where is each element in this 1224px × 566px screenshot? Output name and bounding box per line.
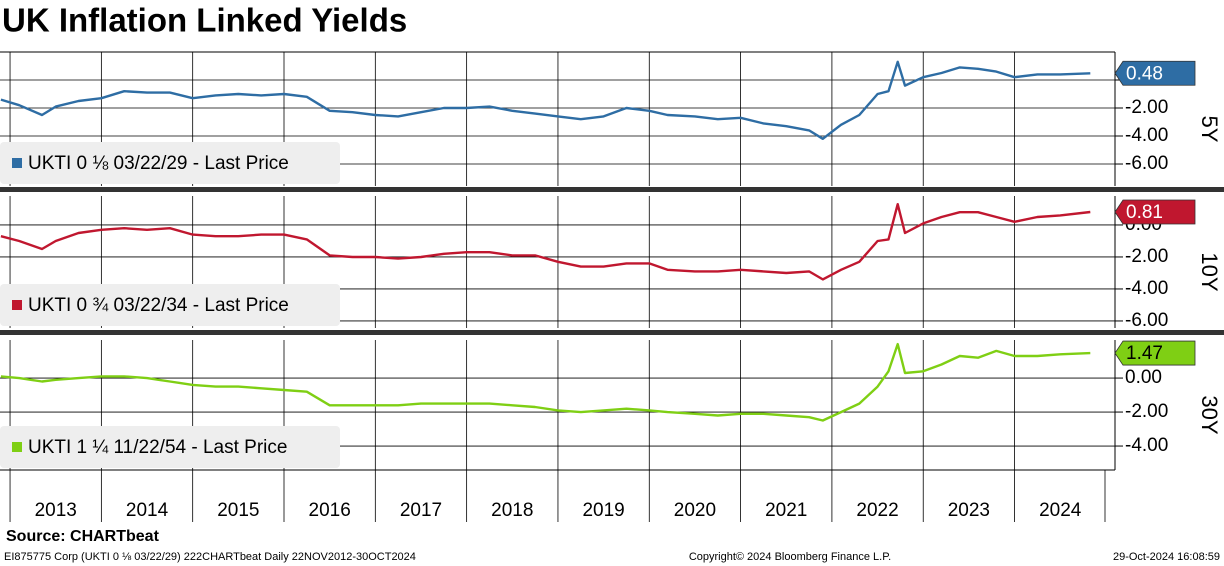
series-line [0,60,1091,140]
y-tick-label: -6.00 [1125,153,1168,174]
x-tick-label: 2014 [126,500,169,521]
y-tick-label: -4.00 [1125,125,1168,146]
x-tick-label: 2024 [1039,500,1082,521]
series-line [0,203,1091,281]
x-tick-label: 2015 [217,500,259,521]
legend-swatch [12,300,22,310]
panel-label: 10Y [1197,252,1222,291]
chart-title: UK Inflation Linked Yields [2,2,407,39]
footer-right: 29-Oct-2024 16:08:59 [1113,551,1220,563]
x-tick-label: 2013 [35,500,77,521]
x-tick-label: 2018 [491,500,533,521]
panel-separator [0,330,1224,335]
legend-swatch [12,442,22,452]
footer-center: Copyright© 2024 Bloomberg Finance L.P. [689,551,891,563]
legend-label: UKTI 0 ⅛ 03/22/29 - Last Price [28,153,289,174]
footer-left: EI875775 Corp (UKTI 0 ⅛ 03/22/29) 222CHA… [4,551,416,563]
x-tick-label: 2017 [400,500,442,521]
x-tick-label: 2021 [765,500,807,521]
y-tick-label: -2.00 [1125,97,1168,118]
x-tick-label: 2019 [582,500,624,521]
y-tick-label: -2.00 [1125,401,1168,422]
y-tick-label: -2.00 [1125,246,1168,267]
y-tick-label: -4.00 [1125,278,1168,299]
y-tick-label: 0.00 [1125,367,1162,388]
y-tick-label: -6.00 [1125,310,1168,331]
legend-box [0,426,340,468]
panel-label: 5Y [1197,116,1222,143]
source: Source: CHARTbeat [6,528,160,545]
panel-label: 30Y [1197,395,1222,434]
legend-box [0,284,340,326]
y-tick-label: -4.00 [1125,435,1168,456]
legend-label: UKTI 1 ¼ 11/22/54 - Last Price [28,437,287,458]
last-value-box [1114,340,1196,366]
legend-box [0,142,340,184]
x-tick-label: 2023 [948,500,990,521]
x-tick-label: 2022 [856,500,898,521]
x-tick-label: 2016 [309,500,351,521]
last-value-label: 0.48 [1126,63,1163,84]
x-tick-label: 2020 [674,500,716,521]
legend-label: UKTI 0 ¾ 03/22/34 - Last Price [28,295,289,316]
last-value-box [1114,60,1196,86]
legend-swatch [12,158,22,168]
panel-separator [0,187,1224,192]
last-value-box [1114,199,1196,225]
last-value-label: 1.47 [1126,343,1163,364]
last-value-label: 0.81 [1126,202,1163,223]
series-line [0,342,1091,422]
